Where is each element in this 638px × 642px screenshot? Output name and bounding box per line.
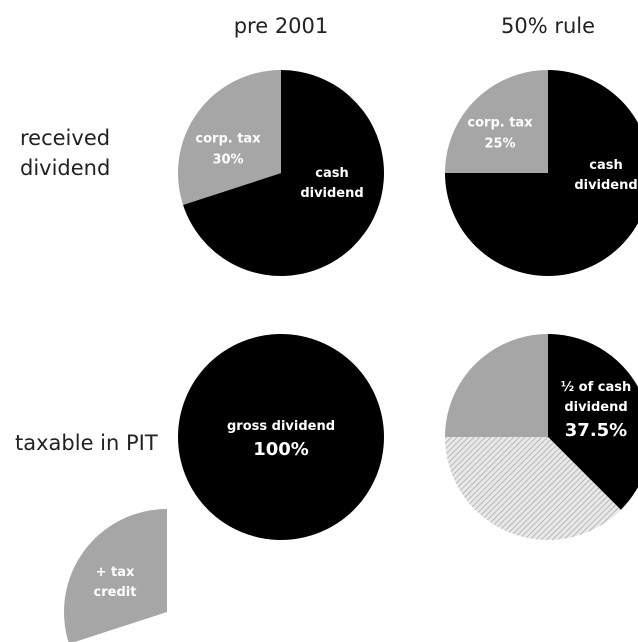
slice-label: cash dividend bbox=[571, 156, 638, 196]
slice-label: cash dividend bbox=[297, 164, 367, 204]
column-header: pre 2001 bbox=[233, 14, 329, 38]
pie-slice bbox=[64, 509, 167, 642]
slice-label: corp. tax 30% bbox=[188, 130, 268, 171]
slice-value: 37.5% bbox=[564, 420, 628, 441]
slice-value: 25% bbox=[484, 136, 516, 152]
slice-name: corp. tax bbox=[195, 131, 261, 147]
slice-label: corp. tax 25% bbox=[460, 114, 540, 155]
pie-slice bbox=[183, 70, 385, 276]
slice-name: corp. tax bbox=[467, 115, 533, 131]
pie-slice bbox=[177, 70, 281, 205]
pie-slice bbox=[445, 70, 548, 173]
slice-name: + tax credit bbox=[93, 565, 137, 600]
pie-slice bbox=[178, 334, 384, 540]
slice-value: 30% bbox=[212, 152, 244, 168]
slice-name: cash dividend bbox=[574, 158, 638, 193]
slice-value: 100% bbox=[253, 439, 309, 460]
slice-name: ½ of cash dividend bbox=[560, 380, 632, 415]
row-label: taxable in PIT bbox=[15, 431, 158, 455]
row-label: received dividend bbox=[20, 126, 111, 180]
slice-label: gross dividend 100% bbox=[216, 417, 346, 463]
column-header: 50% rule bbox=[500, 14, 596, 38]
pie-slice bbox=[445, 334, 548, 437]
pie-slice bbox=[445, 70, 638, 276]
pie-slice bbox=[548, 334, 638, 510]
pie-slice bbox=[445, 437, 621, 540]
slice-label: + tax credit bbox=[85, 563, 145, 603]
slice-name: cash dividend bbox=[300, 166, 364, 201]
slice-name: gross dividend bbox=[226, 419, 336, 434]
slice-label: ½ of cash dividend 37.5% bbox=[551, 378, 638, 444]
